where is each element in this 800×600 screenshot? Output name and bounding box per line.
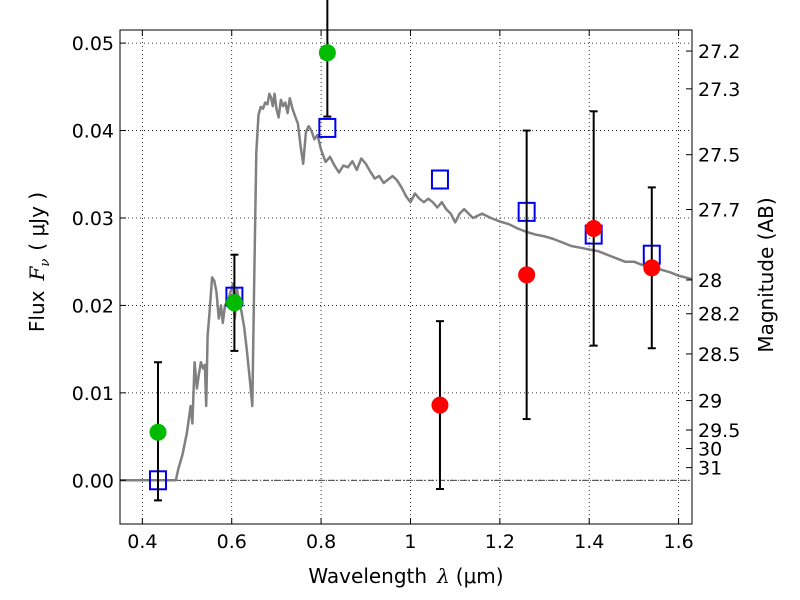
x-tick-label: 1.2 xyxy=(485,531,515,553)
detection-point xyxy=(149,423,167,441)
y-axis-label-text: Flux xyxy=(25,290,49,332)
y-tick-label: 0.05 xyxy=(72,33,114,55)
y-tick-label: 0.04 xyxy=(72,121,114,143)
x-axis-symbol: λ xyxy=(436,564,450,588)
x-axis-unit: (μm) xyxy=(456,564,504,588)
model-photometry-square xyxy=(318,117,337,138)
y-axis-symbol: F xyxy=(25,266,49,282)
x-tick-label: 0.8 xyxy=(306,531,336,553)
y2-tick-label: 28 xyxy=(698,270,722,292)
y-tick-label: 0.02 xyxy=(72,295,114,317)
nondetection-point xyxy=(585,219,603,237)
y2-tick-label: 30 xyxy=(698,439,722,461)
y2-axis-label: Magnitude (AB) xyxy=(754,197,778,352)
nondetection-point xyxy=(431,396,449,414)
detection-point xyxy=(225,294,243,312)
x-axis-label-text: Wavelength xyxy=(308,564,427,588)
series-layer xyxy=(120,0,693,502)
y2-tick-label: 28.5 xyxy=(698,344,740,366)
y2-tick-label: 27.5 xyxy=(698,145,740,167)
y-tick-label: 0.00 xyxy=(72,470,114,492)
ticks-layer: 0.4 0.6 0.8 1 1.2 1.4 1.6 0.00 0.01 0.02 0.03 0.04 0… xyxy=(72,30,740,553)
detection-point xyxy=(318,44,336,62)
y2-tick-label: 28.2 xyxy=(698,304,740,326)
y2-tick-label: 27.3 xyxy=(698,79,740,101)
sed-model-line xyxy=(120,92,693,482)
y-axis-unit: ( μJy ) xyxy=(25,192,49,251)
x-tick-label: 1.4 xyxy=(574,531,604,553)
y-tick-label: 0.01 xyxy=(72,383,114,405)
x-tick-label: 1 xyxy=(404,531,416,553)
y-axis-label: Flux Fν ( μJy ) xyxy=(25,192,53,332)
x-tick-label: 0.6 xyxy=(217,531,247,553)
y2-tick-label: 29 xyxy=(698,391,722,413)
x-tick-label: 0.4 xyxy=(127,531,157,553)
nondetection-point xyxy=(518,266,536,284)
x-tick-label: 1.6 xyxy=(663,531,693,553)
y2-tick-label: 27.2 xyxy=(698,41,740,63)
model-photometry-square xyxy=(430,169,449,190)
nondetection-point xyxy=(643,259,661,277)
plot-frame xyxy=(119,29,693,525)
y2-tick-label: 29.5 xyxy=(698,420,740,442)
y2-tick-label: 27.7 xyxy=(698,200,740,222)
y2-tick-label: 31 xyxy=(698,458,722,480)
y-tick-label: 0.03 xyxy=(72,208,114,230)
grid-layer xyxy=(120,30,692,524)
x-axis-label: Wavelength λ (μm) xyxy=(308,564,503,588)
y-axis-subscript: ν xyxy=(38,259,53,267)
